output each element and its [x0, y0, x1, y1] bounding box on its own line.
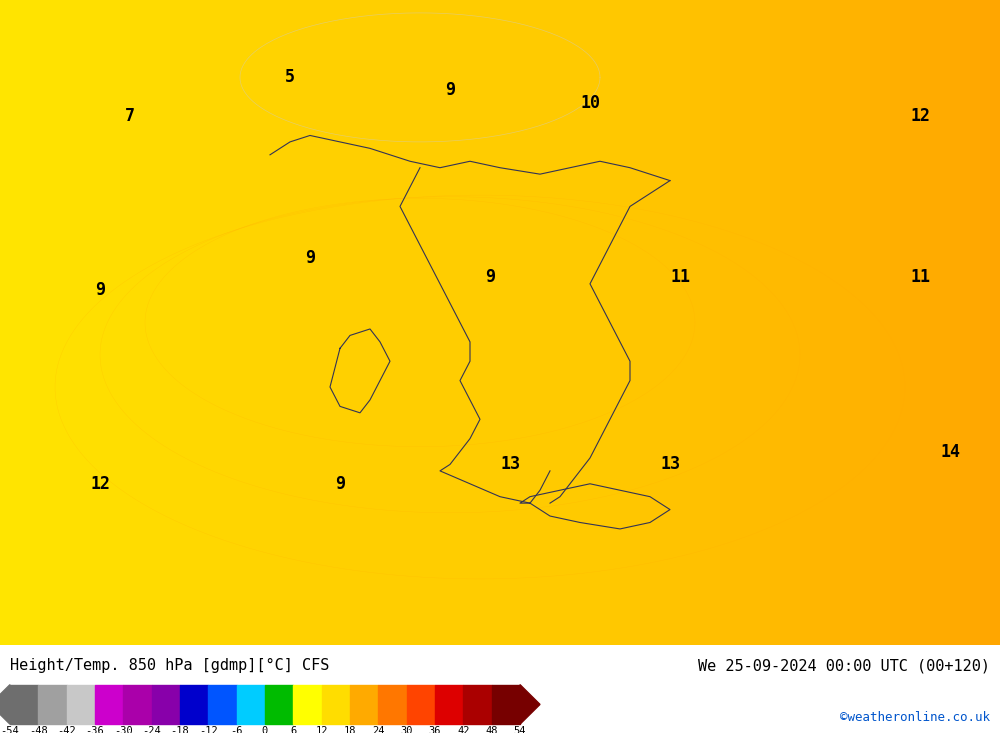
Text: -30: -30 [114, 726, 133, 733]
Text: -18: -18 [171, 726, 189, 733]
Text: 0: 0 [262, 726, 268, 733]
Text: 12: 12 [910, 107, 930, 125]
Text: 9: 9 [95, 281, 105, 299]
Text: -48: -48 [29, 726, 48, 733]
Bar [407, 685, 435, 724]
Text: 9: 9 [445, 81, 455, 99]
Text: 9: 9 [485, 268, 495, 287]
Text: -12: -12 [199, 726, 218, 733]
Bar [38, 685, 67, 724]
Bar [435, 685, 463, 724]
Text: 30: 30 [400, 726, 413, 733]
Text: 12: 12 [90, 475, 110, 493]
Text: 12: 12 [315, 726, 328, 733]
Bar [180, 685, 208, 724]
Bar [350, 685, 378, 724]
Text: 54: 54 [514, 726, 526, 733]
Text: Height/Temp. 850 hPa [gdmp][°C] CFS: Height/Temp. 850 hPa [gdmp][°C] CFS [10, 658, 329, 673]
Text: 36: 36 [429, 726, 441, 733]
Text: 6: 6 [290, 726, 296, 733]
Text: 42: 42 [457, 726, 470, 733]
Bar [67, 685, 95, 724]
Bar [463, 685, 492, 724]
Text: 9: 9 [335, 475, 345, 493]
Polygon shape [0, 685, 10, 724]
Text: 5: 5 [285, 68, 295, 86]
Text: -24: -24 [142, 726, 161, 733]
Text: 24: 24 [372, 726, 385, 733]
Bar [152, 685, 180, 724]
Text: 18: 18 [344, 726, 356, 733]
Bar [237, 685, 265, 724]
Text: 11: 11 [910, 268, 930, 287]
Text: 11: 11 [670, 268, 690, 287]
Text: ©weatheronline.co.uk: ©weatheronline.co.uk [840, 711, 990, 724]
Text: 10: 10 [580, 95, 600, 112]
Bar [293, 685, 322, 724]
Bar [378, 685, 407, 724]
Bar [492, 685, 520, 724]
Text: -54: -54 [1, 726, 19, 733]
Text: -36: -36 [86, 726, 104, 733]
Text: 9: 9 [305, 249, 315, 267]
Bar [95, 685, 123, 724]
Bar [123, 685, 152, 724]
Text: 13: 13 [500, 455, 520, 474]
Text: 13: 13 [660, 455, 680, 474]
Text: -42: -42 [57, 726, 76, 733]
Text: -6: -6 [230, 726, 243, 733]
Text: 7: 7 [125, 107, 135, 125]
Text: 14: 14 [940, 443, 960, 460]
Text: 48: 48 [485, 726, 498, 733]
Text: We 25-09-2024 00:00 UTC (00+120): We 25-09-2024 00:00 UTC (00+120) [698, 658, 990, 673]
Polygon shape [520, 685, 540, 724]
Bar [322, 685, 350, 724]
Bar [208, 685, 237, 724]
Bar [265, 685, 293, 724]
Bar [10, 685, 38, 724]
